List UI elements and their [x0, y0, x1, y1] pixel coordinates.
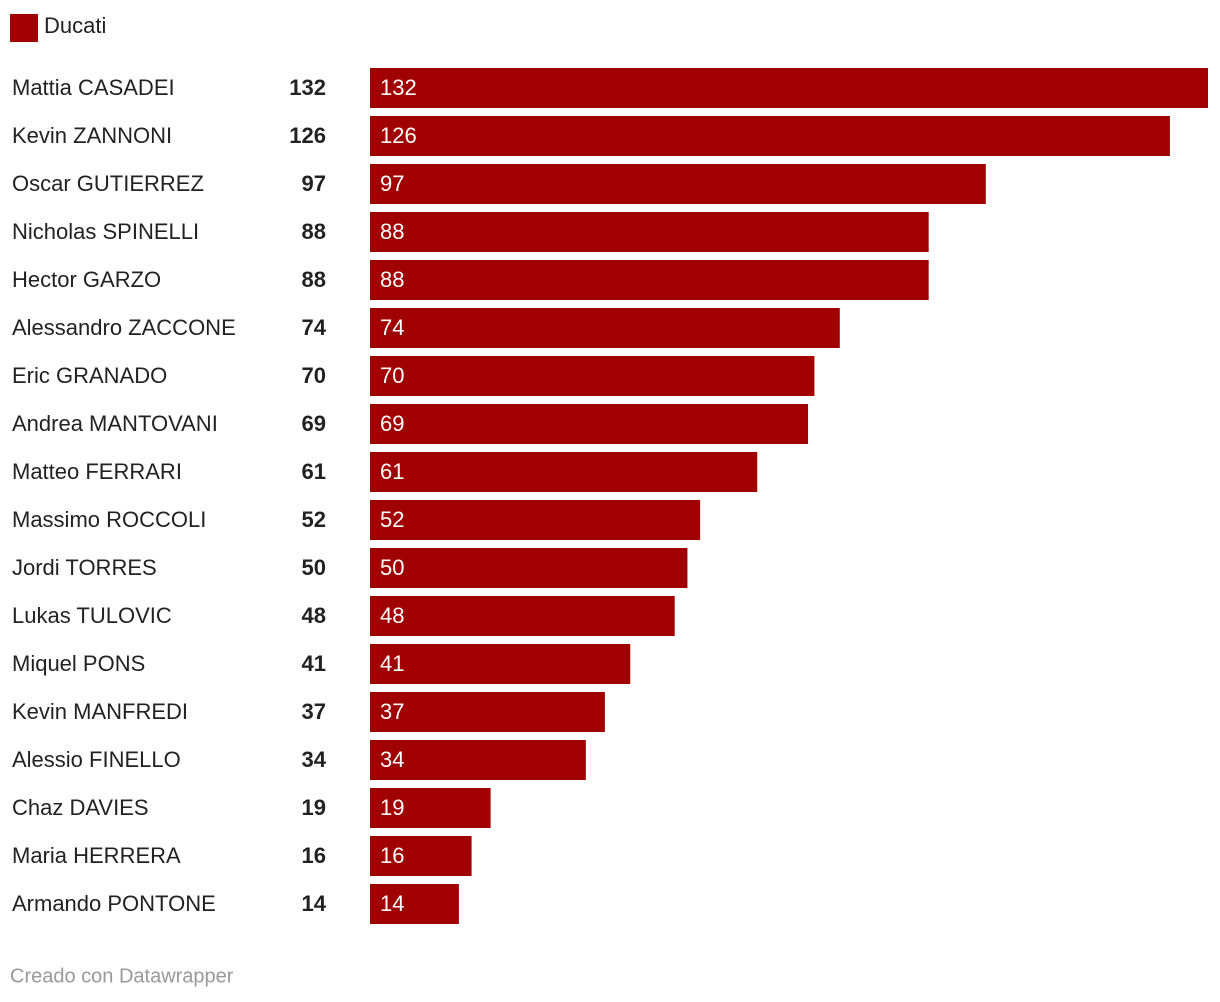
bar: [370, 164, 986, 204]
bar-value-label: 61: [380, 459, 404, 484]
bar: [370, 404, 809, 444]
bar-value-label: 41: [380, 651, 404, 676]
bar: [370, 692, 605, 732]
bar: [370, 68, 1208, 108]
bar: [370, 116, 1170, 156]
value-label: 132: [289, 75, 326, 100]
value-label: 19: [302, 795, 326, 820]
bar: [370, 308, 840, 348]
category-label: Maria HERRERA: [12, 843, 181, 868]
bar-value-label: 88: [380, 267, 404, 292]
category-label: Matteo FERRARI: [12, 459, 182, 484]
credit: Creado con Datawrapper: [10, 965, 234, 987]
value-label: 88: [302, 267, 326, 292]
value-label: 88: [302, 219, 326, 244]
category-label: Lukas TULOVIC: [12, 603, 172, 628]
value-label: 70: [302, 363, 326, 388]
bar: [370, 452, 758, 492]
category-label: Mattia CASADEI: [12, 75, 175, 100]
category-label: Chaz DAVIES: [12, 795, 149, 820]
bar-value-label: 19: [380, 795, 404, 820]
bar-value-label: 52: [380, 507, 404, 532]
category-label: Armando PONTONE: [12, 891, 216, 916]
category-label: Kevin MANFREDI: [12, 699, 188, 724]
value-label: 37: [302, 699, 326, 724]
bar: [370, 740, 586, 780]
bar-value-label: 50: [380, 555, 404, 580]
value-label: 74: [302, 315, 327, 340]
bar: [370, 356, 815, 396]
bar: [370, 548, 688, 588]
value-label: 97: [302, 171, 326, 196]
bar: [370, 596, 675, 636]
value-label: 61: [302, 459, 326, 484]
legend-label: Ducati: [44, 13, 106, 38]
category-label: Miquel PONS: [12, 651, 145, 676]
bar: [370, 884, 459, 924]
bar-value-label: 126: [380, 123, 417, 148]
bar: [370, 500, 701, 540]
bar-value-label: 97: [380, 171, 404, 196]
bar-value-label: 48: [380, 603, 404, 628]
bar: [370, 788, 491, 828]
bar-value-label: 88: [380, 219, 404, 244]
category-label: Eric GRANADO: [12, 363, 167, 388]
bar-value-label: 37: [380, 699, 404, 724]
value-label: 126: [289, 123, 326, 148]
category-label: Hector GARZO: [12, 267, 161, 292]
value-label: 69: [302, 411, 326, 436]
bar-value-label: 14: [380, 891, 404, 916]
category-label: Alessio FINELLO: [12, 747, 181, 772]
bar-value-label: 70: [380, 363, 404, 388]
bar-value-label: 69: [380, 411, 404, 436]
category-label: Kevin ZANNONI: [12, 123, 172, 148]
bar-value-label: 74: [380, 315, 404, 340]
bar: [370, 836, 472, 876]
value-label: 50: [302, 555, 326, 580]
category-label: Oscar GUTIERREZ: [12, 171, 204, 196]
category-label: Massimo ROCCOLI: [12, 507, 206, 532]
bar-value-label: 34: [380, 747, 404, 772]
category-label: Andrea MANTOVANI: [12, 411, 218, 436]
category-label: Alessandro ZACCONE: [12, 315, 236, 340]
value-label: 16: [302, 843, 326, 868]
bar: [370, 644, 631, 684]
value-label: 52: [302, 507, 326, 532]
bar: [370, 260, 929, 300]
category-label: Nicholas SPINELLI: [12, 219, 199, 244]
legend-swatch: [10, 14, 38, 42]
bar: [370, 212, 929, 252]
bar-value-label: 16: [380, 843, 404, 868]
bar-value-label: 132: [380, 75, 417, 100]
value-label: 34: [302, 747, 327, 772]
value-label: 14: [302, 891, 327, 916]
category-label: Jordi TORRES: [12, 555, 157, 580]
value-label: 41: [302, 651, 326, 676]
value-label: 48: [302, 603, 326, 628]
